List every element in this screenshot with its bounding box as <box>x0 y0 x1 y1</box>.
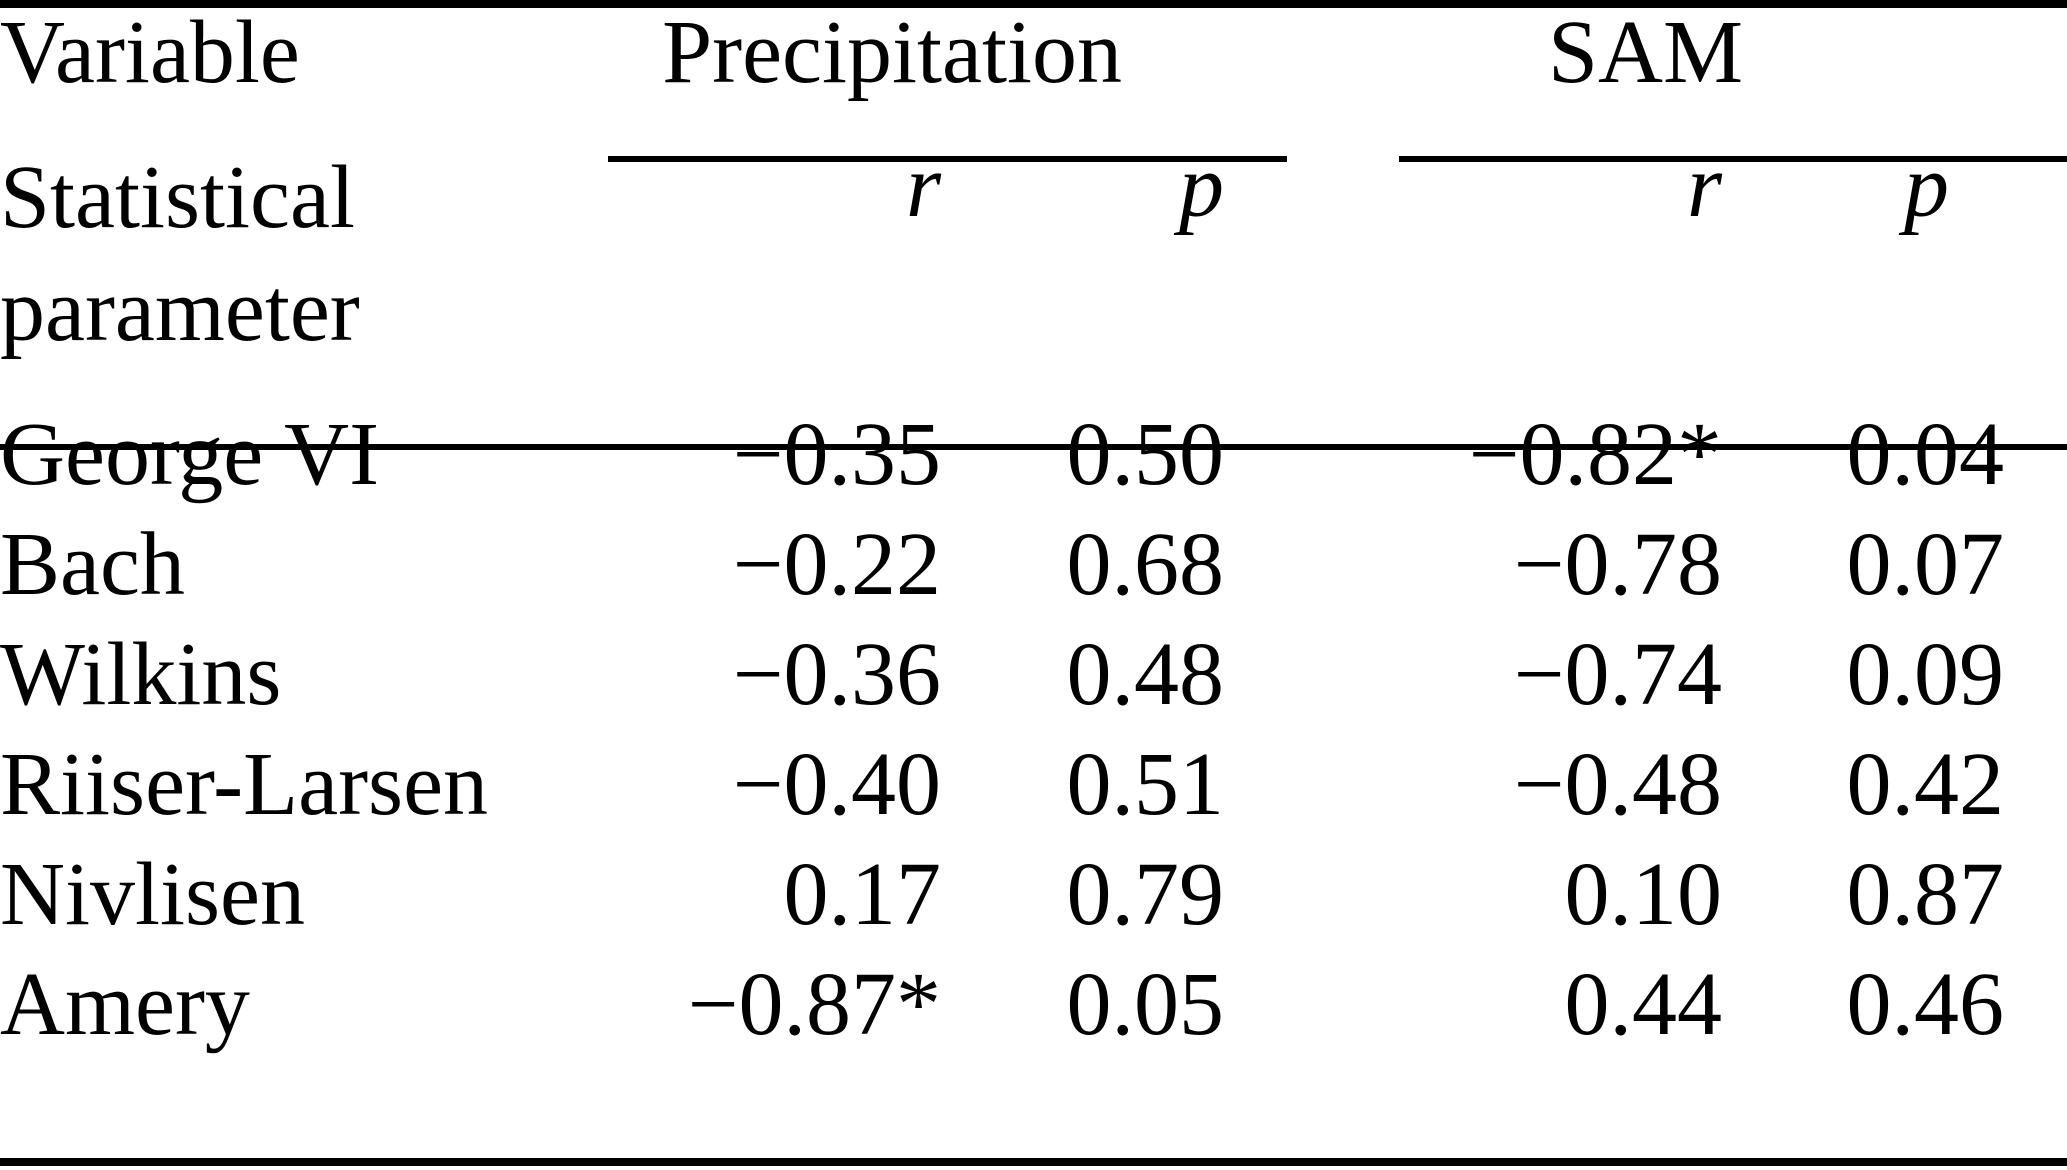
cell-precip-r: −0.40 <box>732 735 941 834</box>
cell-sam-r: −0.82* <box>1468 405 1723 504</box>
cell-sam-p: 0.46 <box>1846 955 2005 1054</box>
row-variable: Nivlisen <box>0 845 305 944</box>
cell-precip-p: 0.48 <box>1066 625 1225 724</box>
cell-sam-r: −0.48 <box>1513 735 1723 834</box>
sam-p-header: p <box>1904 137 1950 236</box>
cell-precip-p: 0.68 <box>1066 515 1225 614</box>
table-row: Bach −0.22 0.68 −0.78 0.07 <box>0 510 2067 620</box>
cell-sam-p: 0.09 <box>1846 625 2005 724</box>
row-variable: George VI <box>0 405 380 504</box>
cell-sam-r: 0.10 <box>1564 845 1723 944</box>
table-row: Riiser-Larsen −0.40 0.51 −0.48 0.42 <box>0 730 2067 840</box>
cell-sam-r: −0.78 <box>1513 515 1723 614</box>
cell-sam-p: 0.07 <box>1846 515 2005 614</box>
cell-sam-p: 0.42 <box>1846 735 2005 834</box>
middle-rule <box>0 444 2067 450</box>
sam-r-header: r <box>1686 137 1723 236</box>
cmidrule-precipitation <box>608 156 1287 162</box>
precipitation-p-header: p <box>1179 137 1225 236</box>
row-variable: Riiser-Larsen <box>0 735 489 834</box>
table-row: Amery −0.87* 0.05 0.44 0.46 <box>0 950 2067 1060</box>
cell-precip-r: 0.17 <box>783 845 942 944</box>
cell-sam-r: 0.44 <box>1564 955 1723 1054</box>
top-rule <box>0 0 2067 8</box>
cell-precip-p: 0.51 <box>1066 735 1225 834</box>
cell-sam-p: 0.04 <box>1846 405 2005 504</box>
cell-precip-r: −0.35 <box>732 405 941 504</box>
table-row: George VI −0.35 0.50 −0.82* 0.04 <box>0 400 2067 510</box>
row-variable: Amery <box>0 955 250 1054</box>
cell-precip-r: −0.87* <box>687 955 941 1054</box>
cell-precip-p: 0.05 <box>1066 955 1225 1054</box>
group-header-precipitation: Precipitation <box>662 3 1122 102</box>
bottom-rule <box>0 1158 2067 1166</box>
row-variable: Bach <box>0 515 185 614</box>
cell-precip-r: −0.22 <box>732 515 941 614</box>
group-header-row: Variable Precipitation SAM <box>0 8 2067 142</box>
cell-precip-p: 0.50 <box>1066 405 1225 504</box>
cell-sam-r: −0.74 <box>1513 625 1723 724</box>
group-header-sam: SAM <box>1547 3 1744 102</box>
table-row: Wilkins −0.36 0.48 −0.74 0.09 <box>0 620 2067 730</box>
table-row: Nivlisen 0.17 0.79 0.10 0.87 <box>0 840 2067 950</box>
cell-precip-p: 0.79 <box>1066 845 1225 944</box>
row-variable: Wilkins <box>0 625 282 724</box>
cell-precip-r: −0.36 <box>732 625 941 724</box>
cell-sam-p: 0.87 <box>1846 845 2005 944</box>
subheader-row: Statistical parameter r p r p <box>0 142 2067 400</box>
correlation-table: Variable Precipitation SAM Statistical p… <box>0 8 2067 1060</box>
variable-header: Variable <box>0 3 300 102</box>
cmidrule-sam <box>1399 156 2067 162</box>
statistical-parameter-header: Statistical parameter <box>0 148 360 360</box>
precipitation-r-header: r <box>905 137 941 236</box>
